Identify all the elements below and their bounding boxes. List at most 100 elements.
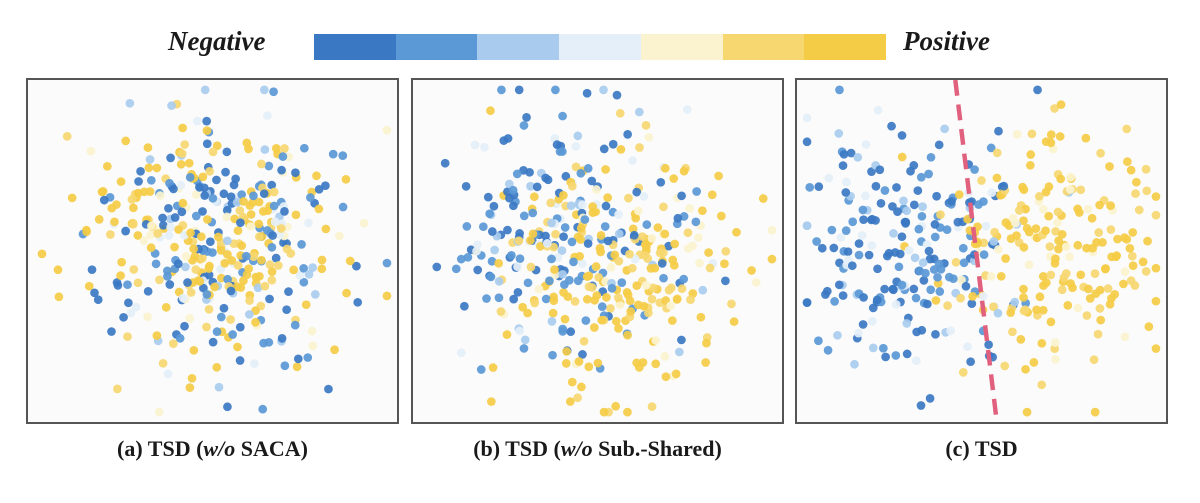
- scatter-point: [483, 192, 493, 202]
- scatter-point: [147, 221, 156, 231]
- scatter-point: [970, 165, 979, 174]
- scatter-point: [561, 171, 571, 181]
- scatter-point: [473, 240, 482, 250]
- scatter-point: [614, 210, 623, 219]
- scatter-point: [943, 301, 952, 311]
- scatter-point: [582, 294, 592, 304]
- scatter-point: [1063, 301, 1073, 310]
- scatter-point: [519, 121, 529, 130]
- scatter-point: [966, 357, 975, 367]
- scatter-point: [246, 222, 256, 231]
- scatter-point: [956, 293, 965, 303]
- scatter-point: [626, 307, 636, 316]
- scatter-point: [704, 248, 713, 257]
- scatter-point: [648, 283, 658, 293]
- scatter-point: [691, 217, 701, 227]
- scatter-point: [1041, 278, 1051, 288]
- scatter-point: [601, 165, 610, 174]
- scatter-point: [359, 218, 369, 228]
- scatter-point: [822, 286, 832, 296]
- scatter-point: [1128, 261, 1138, 271]
- scatter-point: [181, 251, 191, 261]
- scatter-point: [562, 347, 572, 356]
- scatter-point: [548, 350, 557, 360]
- scatter-point: [990, 227, 999, 237]
- scatter-point: [560, 223, 570, 232]
- scatter-point: [717, 211, 726, 221]
- scatter-point: [587, 176, 597, 186]
- scatter-point: [891, 351, 901, 360]
- scatter-point: [486, 272, 496, 282]
- scatter-point: [205, 166, 214, 176]
- scatter-point: [267, 180, 277, 190]
- scatter-point: [307, 326, 317, 336]
- scatter-point: [232, 282, 242, 292]
- scatter-point: [222, 205, 232, 215]
- scatter-point: [802, 298, 812, 307]
- scatter-point: [1055, 132, 1065, 141]
- scatter-point: [1151, 296, 1161, 306]
- scatter-point: [857, 231, 867, 240]
- scatter-point: [195, 182, 204, 192]
- scatter-point: [871, 181, 881, 191]
- scatter-point: [222, 212, 232, 222]
- scatter-point: [219, 303, 229, 313]
- scatter-point: [212, 362, 222, 372]
- scatter-point: [119, 312, 128, 322]
- scatter-point: [558, 324, 568, 334]
- scatter-point: [341, 174, 351, 184]
- scatter-point: [308, 263, 317, 272]
- scatter-point: [1106, 225, 1116, 234]
- scatter-point: [947, 197, 956, 206]
- scatter-point: [584, 282, 594, 292]
- scatter-point: [961, 281, 971, 291]
- scatter-point: [513, 262, 522, 271]
- scatter-point: [963, 342, 972, 352]
- scatter-point: [848, 217, 858, 227]
- scatter-point: [679, 274, 689, 284]
- scatter-point: [1103, 284, 1113, 293]
- scatter-point: [958, 368, 968, 377]
- scatter-point: [854, 239, 864, 248]
- scatter-point: [578, 200, 587, 209]
- scatter-point: [213, 232, 223, 242]
- scatter-point: [578, 350, 587, 359]
- scatter-point: [994, 245, 1003, 254]
- scatter-point: [128, 219, 138, 229]
- scatter-point: [628, 156, 637, 165]
- scatter-point: [541, 173, 550, 183]
- scatter-point: [169, 184, 178, 194]
- scatter-point: [542, 239, 552, 248]
- scatter-point: [1081, 133, 1091, 143]
- scatter-point: [271, 253, 281, 263]
- scatter-point: [582, 272, 592, 281]
- scatter-point: [158, 213, 167, 223]
- scatter-point: [301, 300, 311, 310]
- scatter-point: [1053, 207, 1063, 217]
- scatter-point: [909, 284, 919, 294]
- scatter-point: [310, 290, 320, 299]
- scatter-point: [1015, 206, 1024, 215]
- scatter-point: [686, 295, 695, 304]
- scatter-point: [566, 327, 576, 337]
- scatter-point: [1037, 380, 1047, 390]
- scatter-point: [669, 174, 679, 183]
- scatter-point: [127, 195, 137, 204]
- scatter-point: [202, 290, 212, 299]
- scatter-point: [208, 147, 218, 157]
- scatter-point: [1113, 234, 1122, 244]
- scatter-point: [248, 198, 258, 207]
- scatter-point: [123, 332, 132, 341]
- scatter-point: [867, 241, 877, 250]
- scatter-point: [850, 359, 859, 369]
- scatter-point: [324, 384, 333, 394]
- scatter-point: [977, 176, 986, 185]
- scatter-point: [1096, 315, 1106, 325]
- scatter-point: [878, 343, 888, 353]
- scatter-point: [198, 253, 207, 263]
- scatter-point: [509, 201, 518, 211]
- scatter-point: [486, 106, 495, 115]
- scatter-point: [633, 300, 643, 310]
- scatter-point: [249, 191, 258, 201]
- scatter-point: [859, 293, 868, 302]
